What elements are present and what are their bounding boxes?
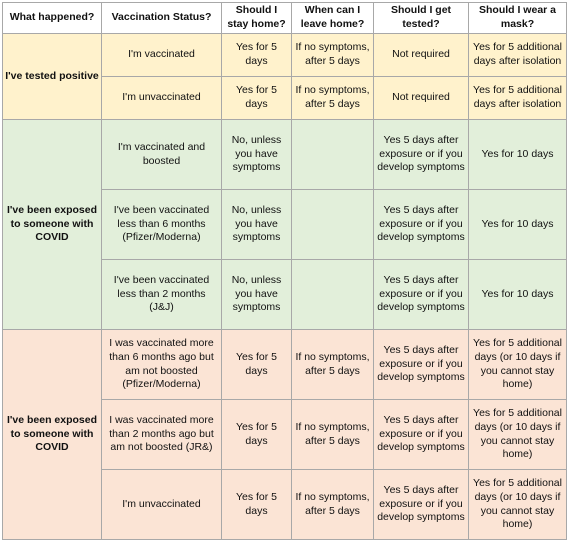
get-tested-cell: Yes 5 days after exposure or if you deve… bbox=[373, 469, 469, 540]
get-tested-cell: Not required bbox=[373, 76, 469, 120]
table-row: I've been vaccinated less than 2 months … bbox=[3, 259, 567, 330]
vaccination-status-cell: I'm unvaccinated bbox=[101, 469, 222, 540]
vaccination-status-cell: I've been vaccinated less than 6 months … bbox=[101, 189, 222, 260]
table-row: I'm unvaccinated Yes for 5 days If no sy… bbox=[3, 76, 567, 120]
vaccination-status-cell: I'm vaccinated bbox=[101, 33, 222, 77]
wear-mask-cell: Yes for 5 additional days after isolatio… bbox=[468, 33, 567, 77]
header-leave-home: When can I leave home? bbox=[291, 2, 374, 34]
stay-home-cell: No, unless you have symptoms bbox=[221, 259, 292, 330]
group-label-tested-positive: I've tested positive bbox=[2, 33, 102, 120]
vaccination-status-cell: I'm vaccinated and boosted bbox=[101, 119, 222, 190]
leave-home-cell bbox=[291, 259, 374, 330]
header-stay-home: Should I stay home? bbox=[221, 2, 292, 34]
stay-home-cell: No, unless you have symptoms bbox=[221, 119, 292, 190]
group-label-exposed-covered: I've been exposed to someone with COVID bbox=[2, 119, 102, 330]
stay-home-cell: Yes for 5 days bbox=[221, 399, 292, 470]
wear-mask-cell: Yes for 10 days bbox=[468, 189, 567, 260]
leave-home-cell: If no symptoms, after 5 days bbox=[291, 469, 374, 540]
stay-home-cell: No, unless you have symptoms bbox=[221, 189, 292, 260]
header-what-happened: What happened? bbox=[2, 2, 102, 34]
table-row: I'm unvaccinated Yes for 5 days If no sy… bbox=[3, 469, 567, 540]
stay-home-cell: Yes for 5 days bbox=[221, 33, 292, 77]
get-tested-cell: Yes 5 days after exposure or if you deve… bbox=[373, 399, 469, 470]
header-get-tested: Should I get tested? bbox=[373, 2, 469, 34]
vaccination-status-cell: I was vaccinated more than 6 months ago … bbox=[101, 329, 222, 400]
leave-home-cell bbox=[291, 119, 374, 190]
wear-mask-cell: Yes for 10 days bbox=[468, 259, 567, 330]
wear-mask-cell: Yes for 5 additional days (or 10 days if… bbox=[468, 399, 567, 470]
table-row: I've been vaccinated less than 6 months … bbox=[3, 189, 567, 260]
stay-home-cell: Yes for 5 days bbox=[221, 329, 292, 400]
header-vaccination-status: Vaccination Status? bbox=[101, 2, 222, 34]
wear-mask-cell: Yes for 5 additional days (or 10 days if… bbox=[468, 469, 567, 540]
stay-home-cell: Yes for 5 days bbox=[221, 469, 292, 540]
leave-home-cell: If no symptoms, after 5 days bbox=[291, 399, 374, 470]
wear-mask-cell: Yes for 10 days bbox=[468, 119, 567, 190]
get-tested-cell: Yes 5 days after exposure or if you deve… bbox=[373, 119, 469, 190]
get-tested-cell: Yes 5 days after exposure or if you deve… bbox=[373, 329, 469, 400]
table-row: I've been exposed to someone with COVID … bbox=[2, 329, 567, 540]
get-tested-cell: Yes 5 days after exposure or if you deve… bbox=[373, 189, 469, 260]
leave-home-cell: If no symptoms, after 5 days bbox=[291, 329, 374, 400]
get-tested-cell: Not required bbox=[373, 33, 469, 77]
header-wear-mask: Should I wear a mask? bbox=[468, 2, 567, 34]
wear-mask-cell: Yes for 5 additional days after isolatio… bbox=[468, 76, 567, 120]
covid-guidance-table: What happened? Vaccination Status? Shoul… bbox=[2, 2, 567, 540]
leave-home-cell: If no symptoms, after 5 days bbox=[291, 76, 374, 120]
leave-home-cell bbox=[291, 189, 374, 260]
header-row: What happened? Vaccination Status? Shoul… bbox=[2, 2, 567, 34]
leave-home-cell: If no symptoms, after 5 days bbox=[291, 33, 374, 77]
vaccination-status-cell: I was vaccinated more than 2 months ago … bbox=[101, 399, 222, 470]
get-tested-cell: Yes 5 days after exposure or if you deve… bbox=[373, 259, 469, 330]
table-row: I was vaccinated more than 2 months ago … bbox=[3, 399, 567, 470]
table-row: I've been exposed to someone with COVID … bbox=[2, 119, 567, 330]
stay-home-cell: Yes for 5 days bbox=[221, 76, 292, 120]
wear-mask-cell: Yes for 5 additional days (or 10 days if… bbox=[468, 329, 567, 400]
group-label-exposed-not-covered: I've been exposed to someone with COVID bbox=[2, 329, 102, 540]
vaccination-status-cell: I'm unvaccinated bbox=[101, 76, 222, 120]
table-row: I've tested positive I'm vaccinated Yes … bbox=[2, 33, 567, 120]
vaccination-status-cell: I've been vaccinated less than 2 months … bbox=[101, 259, 222, 330]
